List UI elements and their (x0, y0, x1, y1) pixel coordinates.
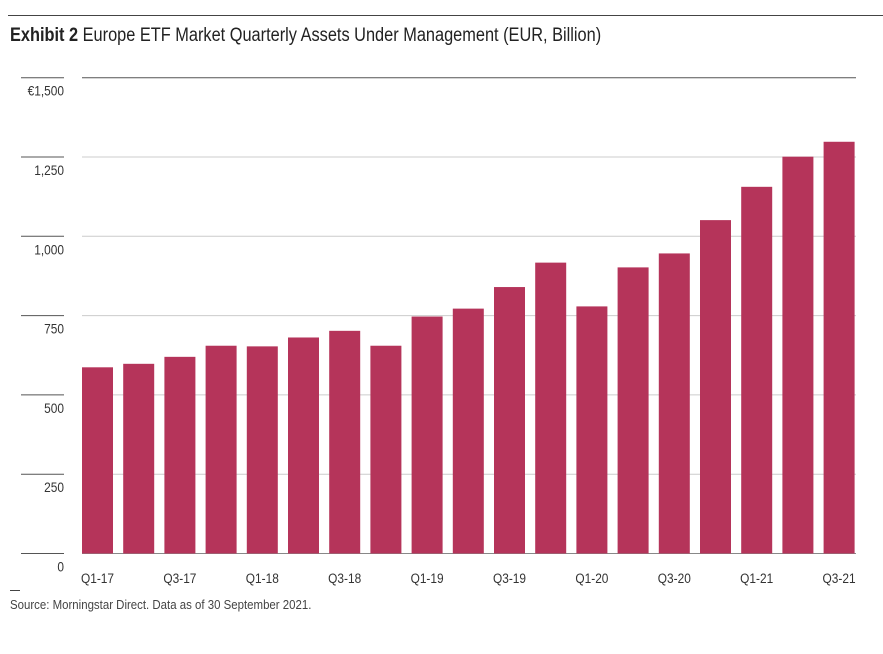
chart-title: Exhibit 2 Europe ETF Market Quarterly As… (10, 25, 601, 47)
x-tick-label: Q1-19 (411, 570, 444, 586)
y-tick-label: 250 (44, 479, 64, 495)
y-tick-label: 500 (44, 400, 64, 416)
x-tick-label: Q3-18 (328, 570, 361, 586)
x-tick-label: Q1-20 (575, 570, 608, 586)
y-tick-label: 1,250 (34, 162, 64, 178)
bar-Q4-19 (535, 262, 567, 554)
bar-Q4-20 (700, 220, 731, 554)
source-rule (10, 590, 20, 591)
top-rule (8, 15, 883, 16)
x-tick-label: Q3-20 (658, 570, 691, 586)
bar-Q4-17 (205, 345, 237, 554)
y-tick-label: 0 (57, 559, 64, 575)
x-tick-label: Q1-18 (246, 570, 279, 586)
bar-Q2-21 (782, 156, 814, 554)
bar-Q3-21 (823, 141, 855, 554)
bar-Q1-20 (576, 306, 608, 554)
title-text: Europe ETF Market Quarterly Assets Under… (82, 25, 602, 46)
bar-Q2-20 (617, 267, 649, 554)
bar-Q3-20 (658, 253, 690, 554)
exhibit-label: Exhibit 2 (10, 25, 79, 46)
x-tick-label: Q1-17 (81, 570, 114, 586)
x-tick-label: Q1-21 (740, 570, 773, 586)
x-tick-label: Q3-19 (493, 570, 526, 586)
y-tick-label: 1,000 (34, 241, 64, 257)
bar-Q1-17 (82, 367, 113, 554)
bar-Q3-19 (494, 287, 525, 554)
x-tick-label: Q3-17 (163, 570, 196, 586)
bar-Q2-19 (452, 308, 484, 554)
y-tick-label: €1,500 (28, 83, 64, 99)
y-tick-label: 750 (44, 321, 64, 337)
bar-Q3-17 (164, 356, 196, 554)
bar-Q1-21 (741, 186, 773, 554)
bar-Q2-18 (288, 337, 319, 554)
source-note: Source: Morningstar Direct. Data as of 3… (10, 597, 312, 612)
x-tick-label: Q3-21 (823, 570, 856, 586)
bar-Q1-19 (411, 316, 443, 554)
bar-Q2-17 (123, 363, 155, 554)
bar-Q4-18 (370, 345, 402, 554)
bar-Q3-18 (329, 330, 361, 554)
bar-Q1-18 (246, 346, 278, 554)
